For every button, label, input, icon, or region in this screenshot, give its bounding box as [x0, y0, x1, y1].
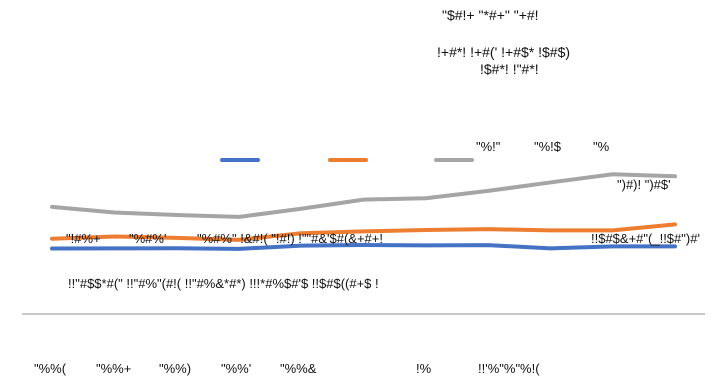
- data-label: !!"#$$*#(" !!"#%"(#!( !!"#%&*#*) !!!*#%$…: [68, 276, 379, 291]
- legend-extra-label: "%!$: [534, 139, 562, 154]
- data-label: !!$#$&+#"(_!!$#")#': [591, 231, 700, 246]
- x-tick-label: "%%): [159, 361, 191, 376]
- chart-title-line: !+#*! !+#(' !+#$* !$#$): [437, 44, 570, 60]
- legend-extra-label: "%: [593, 139, 610, 154]
- x-tick-label: !%: [416, 361, 432, 376]
- x-tick-label: !!'%"%"%!(: [478, 361, 540, 376]
- legend-label: "%!": [476, 139, 501, 154]
- chart-title-line: "$#!+ "*#+" "+#!: [442, 7, 539, 23]
- data-label: "%#%" !&#!( "!#!) !""#&'$#(&+#+!: [197, 231, 383, 246]
- x-tick-label: "%%+: [96, 361, 131, 376]
- chart-title-group: "$#!+ "*#+" "+#! !+#*! !+#(' !+#$* !$#$)!…: [437, 7, 570, 77]
- x-tick-label: "%%&: [280, 361, 317, 376]
- chart-axis: "%%( "%%+ "%%) "%%' "%%&!% !!'%"%"%!(: [22, 313, 705, 376]
- series-line: [50, 222, 677, 242]
- chart-legend: "%!" "%!$ "%: [220, 139, 610, 162]
- x-tick-label: "%%': [221, 361, 251, 376]
- x-tick-label: "%%(: [34, 361, 67, 376]
- series-line: [50, 242, 677, 251]
- chart-title-line: !$#*! !"#*!: [480, 61, 539, 77]
- data-label: "!#%+: [66, 231, 101, 246]
- chart-data-labels: "!#%+ "%#%' "%#%" !&#!( "!#!) !""#&'$#(&+#…: [66, 177, 700, 291]
- chart-series-group: [50, 172, 677, 251]
- series-line: [50, 172, 677, 219]
- right-data-label: ")#)! ")#$': [617, 177, 671, 192]
- data-label: "%#%': [129, 231, 166, 246]
